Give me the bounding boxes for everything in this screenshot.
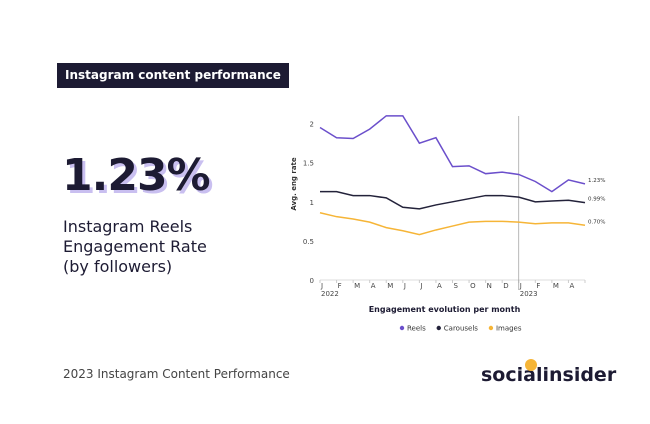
y-tick-label: 1.5 (303, 160, 314, 168)
x-tick-label: F (536, 282, 540, 290)
y-tick-label: 1 (310, 199, 314, 207)
x-tick-label: N (487, 282, 492, 290)
x-tick-label: J (403, 282, 406, 290)
legend-swatch (488, 325, 494, 331)
x-tick-label: J (519, 282, 522, 290)
legend-label: Images (496, 325, 522, 333)
y-tick-label: 0 (310, 277, 314, 285)
series-line (319, 115, 586, 193)
logo-dot (525, 359, 537, 371)
x-tick-label: O (470, 282, 476, 290)
x-tick-label: M (354, 282, 360, 290)
footer-text: 2023 Instagram Content Performance (63, 367, 290, 381)
y-tick-label: 0.5 (303, 238, 314, 246)
legend-label: Reels (407, 325, 426, 333)
y-axis-title: Avg. eng rate (290, 157, 298, 211)
brand-logo: socialinsider (481, 364, 617, 386)
value-label: 0.70% (588, 219, 605, 225)
x-tick-label: D (503, 282, 508, 290)
legend-swatch (436, 325, 441, 331)
x-tick-label: M (387, 282, 393, 290)
legend-label: Carousels (444, 325, 479, 333)
year-label: 2022 (321, 290, 339, 298)
value-label: 1.23% (588, 178, 605, 184)
headline-value: 1.23% (62, 150, 211, 201)
series-line (319, 212, 586, 236)
x-tick-label: J (419, 282, 422, 290)
series-line (320, 190, 586, 210)
headline-description: Instagram Reels Engagement Rate (by foll… (63, 217, 207, 276)
x-tick-label: J (320, 282, 323, 290)
x-tick-label: A (569, 282, 574, 290)
y-tick-label: 2 (310, 121, 314, 129)
x-tick-label: M (553, 282, 559, 290)
section-tag: Instagram content performance (57, 63, 289, 88)
x-axis-title: Engagement evolution per month (369, 305, 521, 314)
x-tick-label: A (437, 282, 442, 290)
year-label: 2023 (520, 290, 538, 298)
value-label: 0.99% (588, 197, 605, 203)
x-tick-label: F (338, 282, 342, 290)
legend-swatch (399, 325, 405, 331)
x-tick-label: A (371, 282, 376, 290)
x-tick-label: S (454, 282, 459, 290)
